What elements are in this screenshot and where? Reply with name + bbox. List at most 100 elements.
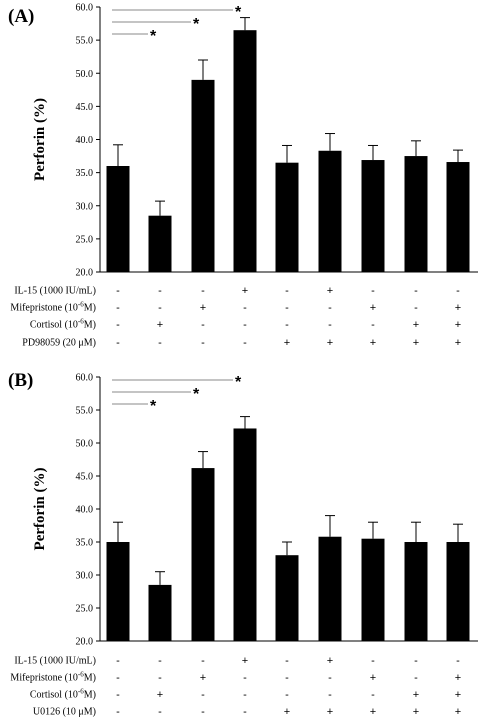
treatment-sign: - xyxy=(285,285,289,297)
treatment-sign: - xyxy=(371,689,375,701)
y-tick-label: 55.0 xyxy=(76,406,94,417)
y-tick-label: 25.0 xyxy=(76,234,94,245)
treatment-label-exponent: -6 xyxy=(78,688,84,696)
treatment-sign: + xyxy=(284,337,290,349)
bar xyxy=(318,150,342,272)
treatment-sign: + xyxy=(455,689,461,701)
treatment-sign: - xyxy=(116,285,120,297)
treatment-label-unit: M) xyxy=(84,303,96,314)
treatment-label-text: PD98059 (20 μM) xyxy=(22,338,96,349)
treatment-sign: + xyxy=(455,302,461,314)
bar xyxy=(191,79,215,272)
significance-star: * xyxy=(235,4,242,21)
treatment-sign: - xyxy=(243,706,247,718)
treatment-sign: - xyxy=(201,319,205,331)
treatment-label: IL-15 (1000 IU/mL) xyxy=(14,656,96,667)
treatment-label-text: Mifepristone (10 xyxy=(10,303,78,314)
treatment-sign: - xyxy=(328,319,332,331)
treatment-sign: + xyxy=(455,319,461,331)
bar xyxy=(361,160,385,272)
treatment-sign: - xyxy=(201,337,205,349)
treatment-sign: + xyxy=(284,706,290,718)
treatment-sign: - xyxy=(328,302,332,314)
bar xyxy=(318,536,342,641)
treatment-sign: - xyxy=(371,285,375,297)
significance-star: * xyxy=(235,374,242,391)
y-tick-label: 25.0 xyxy=(76,604,94,615)
treatment-sign: - xyxy=(243,672,247,684)
treatment-sign: - xyxy=(328,689,332,701)
treatment-label-exponent: -6 xyxy=(78,318,84,326)
treatment-label-text: IL-15 (1000 IU/mL) xyxy=(14,656,96,667)
treatment-sign: - xyxy=(285,302,289,314)
treatment-sign: - xyxy=(414,655,418,667)
treatment-sign: + xyxy=(327,285,333,297)
treatment-sign: - xyxy=(158,672,162,684)
treatment-sign: - xyxy=(371,319,375,331)
treatment-sign: + xyxy=(370,672,376,684)
bar xyxy=(446,162,470,272)
treatment-label-text: U0126 (10 μM) xyxy=(33,707,96,718)
treatment-label: IL-15 (1000 IU/mL) xyxy=(14,286,96,297)
y-axis-title: Perforin (%) xyxy=(32,98,48,181)
treatment-sign: - xyxy=(285,672,289,684)
treatment-sign: - xyxy=(158,706,162,718)
y-axis-title: Perforin (%) xyxy=(32,468,48,551)
y-tick-label: 40.0 xyxy=(76,505,94,516)
treatment-sign: + xyxy=(413,706,419,718)
y-tick-label: 50.0 xyxy=(76,69,94,80)
treatment-sign: - xyxy=(414,285,418,297)
y-tick-label: 55.0 xyxy=(76,36,94,47)
y-tick-label: 45.0 xyxy=(76,472,94,483)
panel-label: (A) xyxy=(8,6,34,27)
treatment-label: Mifepristone (10-6M) xyxy=(10,671,96,684)
bar xyxy=(233,30,257,272)
treatment-sign: - xyxy=(158,302,162,314)
treatment-sign: - xyxy=(243,302,247,314)
treatment-label-exponent: -6 xyxy=(78,671,84,679)
significance-star: * xyxy=(150,398,157,415)
treatment-sign: - xyxy=(285,655,289,667)
treatment-sign: + xyxy=(327,655,333,667)
treatment-label-unit: M) xyxy=(84,320,96,331)
panel-label: (B) xyxy=(8,370,33,391)
treatment-label-unit: M) xyxy=(84,690,96,701)
treatment-label-exponent: -6 xyxy=(78,301,84,309)
treatment-sign: - xyxy=(158,337,162,349)
y-tick-label: 30.0 xyxy=(76,571,94,582)
treatment-sign: + xyxy=(242,655,248,667)
y-tick-label: 40.0 xyxy=(76,135,94,146)
treatment-label-text: Cortisol (10 xyxy=(30,690,78,701)
treatment-sign: + xyxy=(200,672,206,684)
treatment-sign: - xyxy=(371,655,375,667)
treatment-sign: + xyxy=(370,337,376,349)
treatment-sign: - xyxy=(158,655,162,667)
bar xyxy=(233,428,257,641)
y-tick-label: 50.0 xyxy=(76,439,94,450)
treatment-sign: - xyxy=(201,706,205,718)
treatment-sign: + xyxy=(157,689,163,701)
treatment-sign: - xyxy=(243,319,247,331)
y-tick-label: 35.0 xyxy=(76,168,94,179)
treatment-sign: + xyxy=(370,706,376,718)
significance-star: * xyxy=(193,16,200,33)
treatment-sign: + xyxy=(413,319,419,331)
treatment-sign: + xyxy=(370,302,376,314)
treatment-sign: - xyxy=(116,672,120,684)
bar xyxy=(275,162,299,272)
treatment-label: U0126 (10 μM) xyxy=(33,707,96,718)
significance-star: * xyxy=(193,386,200,403)
y-tick-label: 20.0 xyxy=(76,268,94,279)
y-tick-label: 60.0 xyxy=(76,3,94,14)
treatment-sign: - xyxy=(456,655,460,667)
bar xyxy=(404,542,428,641)
treatment-sign: + xyxy=(455,672,461,684)
bar xyxy=(191,468,215,641)
treatment-label-text: Cortisol (10 xyxy=(30,320,78,331)
treatment-sign: - xyxy=(456,285,460,297)
treatment-sign: + xyxy=(157,319,163,331)
bar xyxy=(361,538,385,641)
treatment-sign: - xyxy=(243,689,247,701)
treatment-sign: - xyxy=(201,689,205,701)
